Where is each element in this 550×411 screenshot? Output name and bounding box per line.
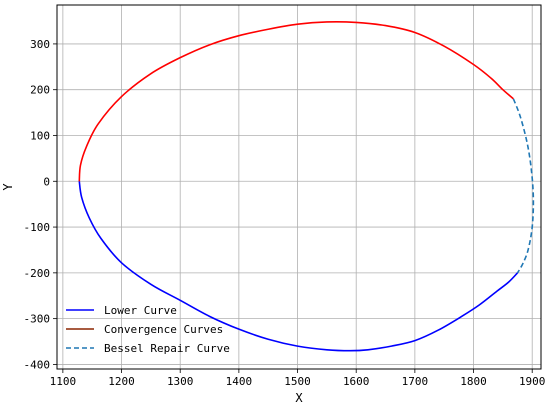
x-tick-label: 1600	[343, 375, 370, 388]
x-tick-label: 1900	[519, 375, 546, 388]
x-axis-label: X	[295, 391, 303, 405]
x-tick-label: 1200	[108, 375, 135, 388]
x-tick-label: 1300	[167, 375, 194, 388]
legend: Lower Curve Convergence Curves Bessel Repa…	[66, 304, 230, 355]
plot-frame	[56, 4, 542, 370]
y-tick-label: 0	[43, 175, 50, 188]
series-line-2	[512, 98, 535, 274]
x-tick-label: 1500	[284, 375, 311, 388]
series-line-0	[78, 181, 519, 352]
x-tick-label: 1100	[50, 375, 77, 388]
y-tick-label: -300	[24, 313, 51, 326]
legend-label: Bessel Repair Curve	[104, 342, 230, 355]
y-tick-label: 200	[30, 84, 50, 97]
y-tick-label: -100	[24, 221, 51, 234]
y-tick-label: 300	[30, 38, 50, 51]
legend-label: Lower Curve	[104, 304, 177, 317]
series-layer	[78, 20, 535, 352]
x-tick-label: 1400	[226, 375, 253, 388]
y-tick-label: 100	[30, 129, 50, 142]
legend-label: Convergence Curves	[104, 323, 223, 336]
y-axis-label: Y	[1, 183, 15, 191]
series-line-1	[78, 20, 514, 182]
y-tick-label: -400	[24, 358, 51, 371]
ticks: 1100 1200 1300 1400 1500 1600 1700 1800 1900 -400…	[24, 38, 546, 388]
x-tick-label: 1700	[402, 375, 429, 388]
y-tick-label: -200	[24, 267, 51, 280]
x-tick-label: 1800	[460, 375, 487, 388]
grid	[57, 5, 541, 369]
